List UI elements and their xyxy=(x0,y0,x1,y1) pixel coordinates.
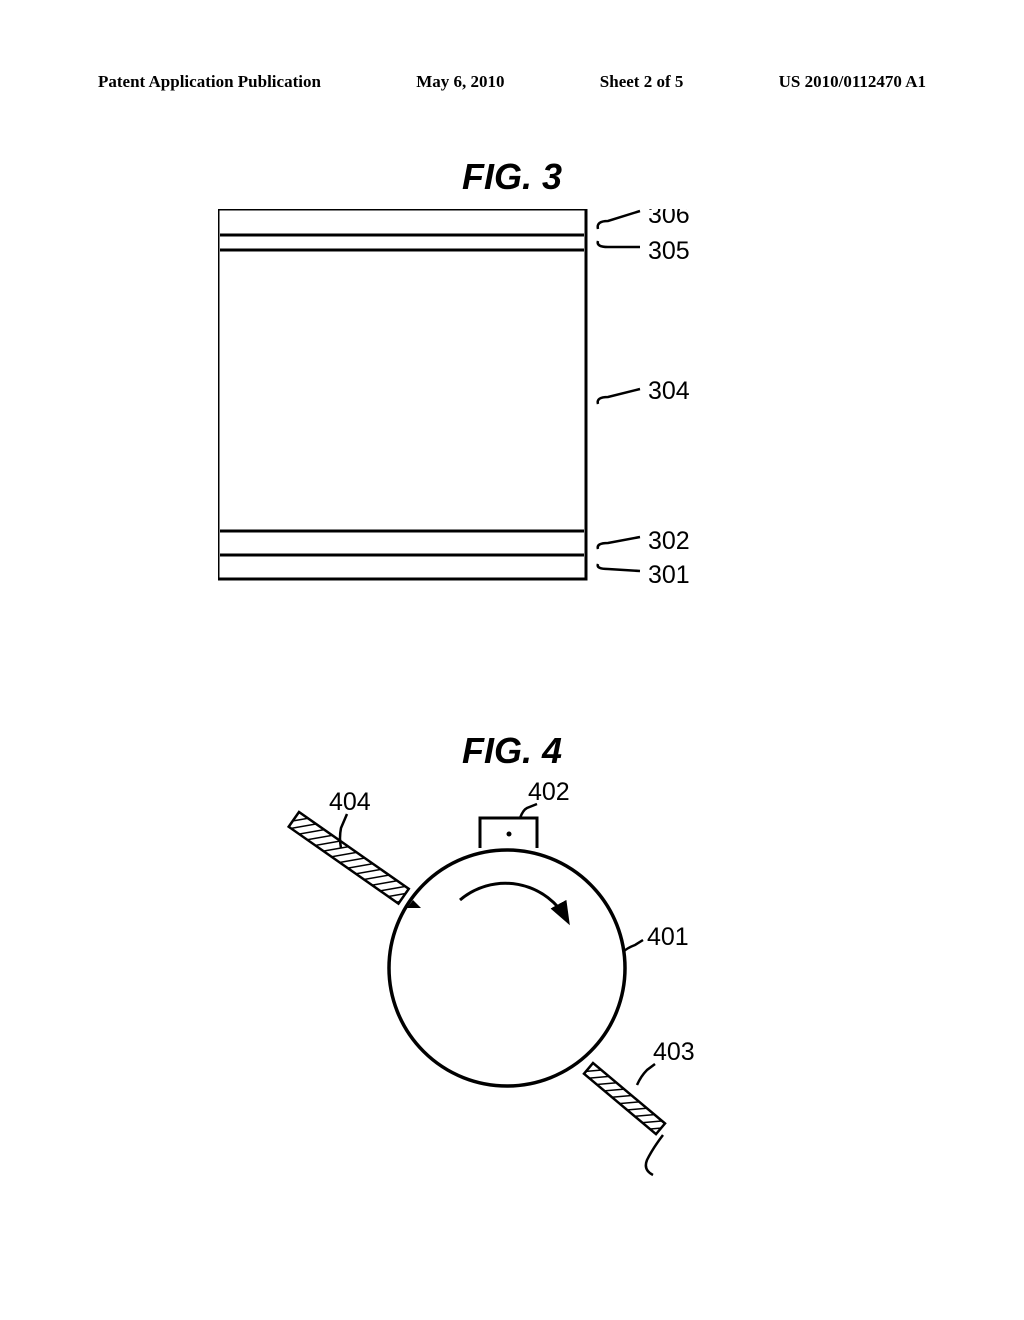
publication-type: Patent Application Publication xyxy=(98,72,321,92)
ref-302: 302 xyxy=(648,527,690,555)
ref-403: 403 xyxy=(653,1038,695,1066)
sheet-number: Sheet 2 of 5 xyxy=(600,72,684,92)
figure-4-title: FIG. 4 xyxy=(0,730,1024,772)
page-header: Patent Application Publication May 6, 20… xyxy=(0,72,1024,92)
publication-number: US 2010/0112470 A1 xyxy=(779,72,926,92)
ref-304: 304 xyxy=(648,377,690,405)
ref-402: 402 xyxy=(528,780,570,806)
figure-3-diagram: 306 305 304 302 301 xyxy=(218,209,738,609)
figure-4-diagram: 402 404 401 403 xyxy=(275,780,775,1180)
publication-date: May 6, 2010 xyxy=(416,72,504,92)
ref-404: 404 xyxy=(329,788,371,816)
ref-306: 306 xyxy=(648,209,690,229)
ref-401: 401 xyxy=(647,923,689,951)
ref-305: 305 xyxy=(648,237,690,265)
ref-301: 301 xyxy=(648,561,690,589)
figure-3-title: FIG. 3 xyxy=(0,156,1024,198)
